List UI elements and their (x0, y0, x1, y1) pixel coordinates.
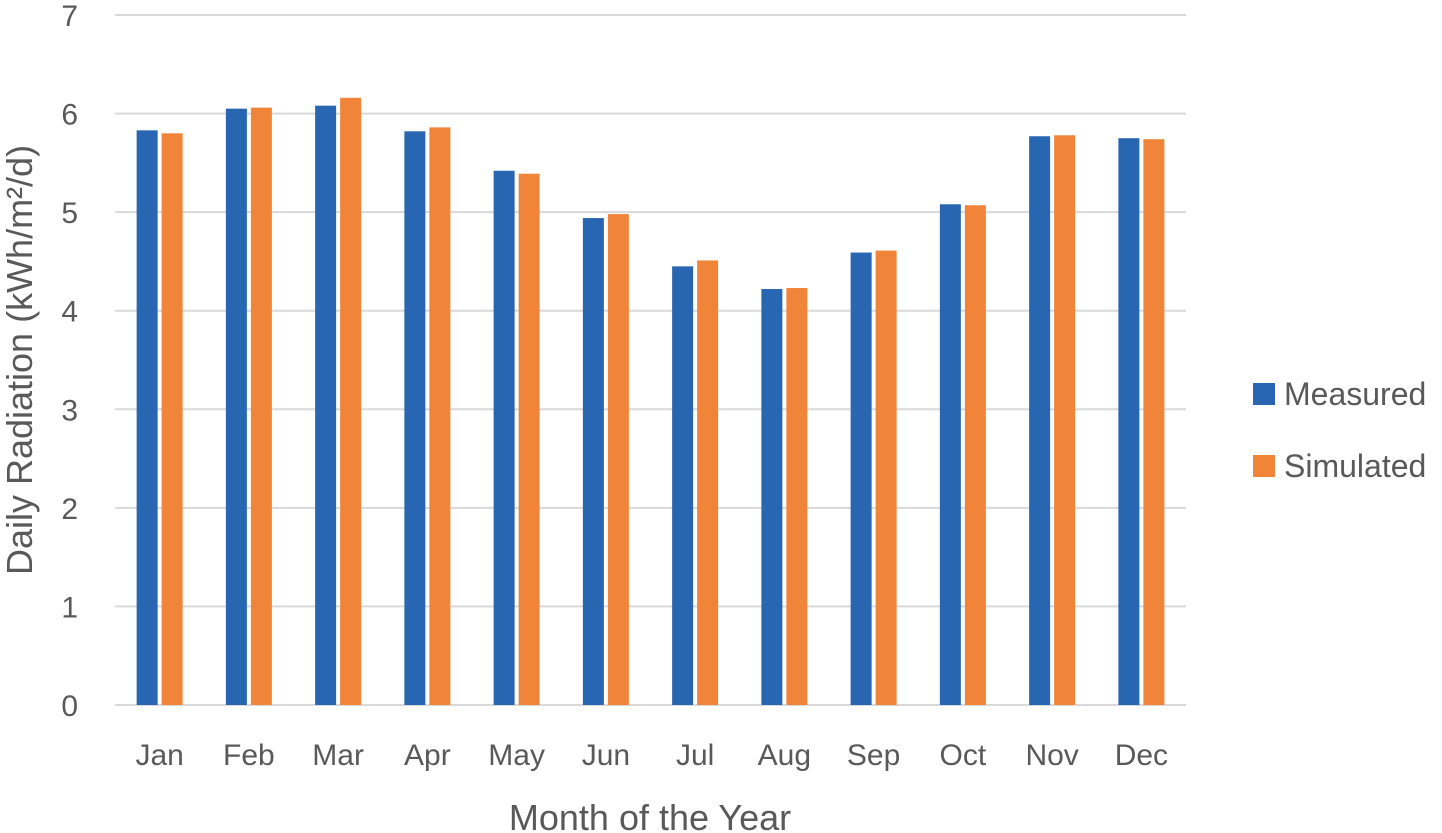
bar-simulated-apr (429, 127, 451, 705)
y-tick-label: 0 (61, 690, 78, 723)
bar-measured-apr (404, 131, 426, 706)
bar-measured-jul (672, 266, 694, 705)
legend-label-simulated: Simulated (1284, 448, 1426, 484)
bar-simulated-may (518, 173, 540, 705)
bar-simulated-mar (340, 97, 362, 706)
x-tick-label: May (488, 739, 545, 772)
bar-measured-nov (1029, 136, 1051, 705)
y-tick-label: 6 (61, 99, 78, 132)
bar-simulated-oct (964, 205, 986, 705)
bar-measured-mar (315, 105, 337, 705)
x-tick-label: Aug (758, 739, 811, 772)
x-axis-ticks: Jan Feb Mar Apr May Jun Jul Aug Sep Oct Nov Dec (135, 739, 1168, 772)
x-tick-label: Nov (1025, 739, 1078, 772)
legend-label-measured: Measured (1284, 376, 1426, 412)
x-tick-label: Dec (1115, 739, 1168, 772)
bar-simulated-feb (250, 107, 272, 705)
bar-measured-feb (225, 108, 247, 705)
bar-measured-jun (582, 218, 604, 706)
x-tick-label: Jun (582, 739, 630, 772)
legend: Measured Simulated (1253, 376, 1426, 484)
y-tick-label: 7 (61, 0, 78, 33)
bar-measured-aug (761, 289, 783, 705)
y-tick-label: 3 (61, 394, 78, 427)
y-axis-title: Daily Radiation (kWh/m²/d) (0, 145, 40, 575)
y-tick-label: 2 (61, 493, 78, 526)
bar-measured-jan (136, 130, 158, 706)
x-tick-label: Feb (223, 739, 275, 772)
y-tick-label: 5 (61, 197, 78, 230)
x-tick-label: Mar (312, 739, 364, 772)
y-tick-label: 1 (61, 591, 78, 624)
x-tick-label: Sep (847, 739, 900, 772)
bar-simulated-aug (786, 288, 808, 705)
gridlines (115, 14, 1186, 706)
bar-simulated-sep (875, 250, 897, 706)
x-tick-label: Oct (940, 739, 987, 772)
legend-swatch-measured (1253, 383, 1275, 405)
x-axis-title: Month of the Year (509, 797, 791, 833)
bars (136, 97, 1165, 706)
bar-simulated-nov (1054, 135, 1076, 705)
x-tick-label: Jul (676, 739, 714, 772)
bar-measured-dec (1118, 138, 1140, 705)
bar-simulated-jul (697, 260, 719, 705)
bar-simulated-jun (607, 214, 629, 705)
x-tick-label: Apr (404, 739, 451, 772)
bar-simulated-dec (1143, 139, 1165, 705)
x-tick-label: Jan (135, 739, 183, 772)
bar-measured-sep (850, 252, 872, 706)
y-axis-ticks: 0 1 2 3 4 5 6 7 (61, 0, 78, 723)
bar-simulated-jan (161, 133, 183, 706)
legend-swatch-simulated (1253, 455, 1275, 477)
y-tick-label: 4 (61, 296, 78, 329)
bar-measured-oct (939, 204, 961, 705)
bar-measured-may (493, 170, 515, 705)
